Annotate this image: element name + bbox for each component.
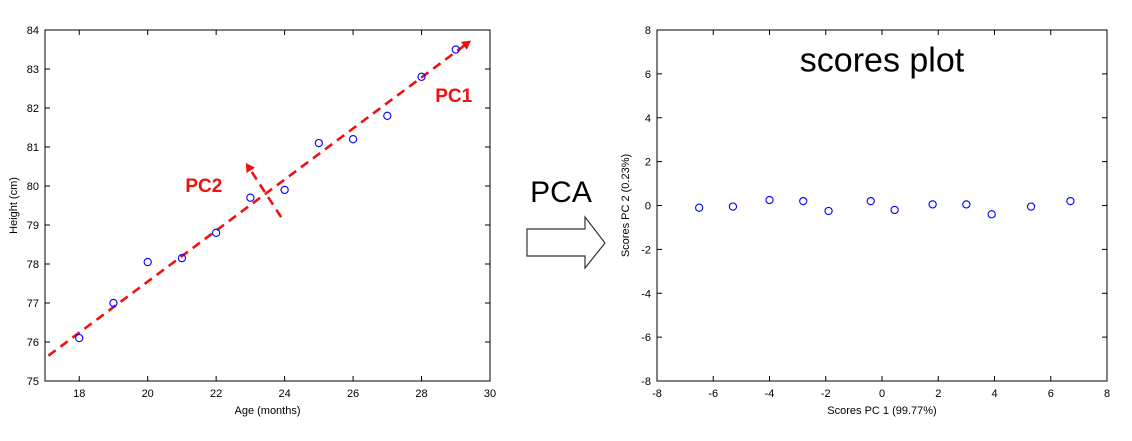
x-tick-label: 24	[278, 388, 290, 400]
chart-title: scores plot	[800, 42, 965, 80]
y-tick-label: -6	[641, 332, 651, 344]
data-point	[765, 195, 774, 205]
y-tick-label: 77	[27, 298, 39, 310]
x-tick-label: 26	[347, 388, 359, 400]
y-tick-label: -2	[641, 244, 651, 256]
data-point	[866, 196, 875, 206]
data-point	[314, 138, 323, 148]
data-point	[928, 200, 937, 209]
data-point	[75, 333, 84, 343]
data-point	[177, 253, 187, 263]
data-point	[987, 210, 996, 219]
data-point	[451, 45, 460, 54]
data-point	[348, 135, 358, 144]
y-tick-label: -8	[641, 376, 651, 388]
data-point	[1066, 196, 1075, 206]
x-axis-label: Age (months)	[234, 405, 300, 417]
y-axis-label: Scores PC 2 (0.23%)	[620, 154, 632, 257]
data-point	[280, 185, 289, 195]
data-point	[799, 196, 808, 206]
x-tick-label: 30	[484, 388, 496, 400]
x-tick-label: -6	[708, 388, 718, 400]
y-tick-label: 80	[27, 181, 39, 193]
x-tick-label: 28	[415, 388, 427, 400]
pca-transform: PCA	[526, 176, 606, 270]
x-tick-label: 4	[991, 388, 997, 400]
y-tick-label: 6	[645, 69, 651, 81]
data-point	[962, 200, 971, 209]
y-axis-label: Height (cm)	[8, 177, 20, 234]
data-point	[824, 206, 833, 216]
data-point	[109, 298, 118, 308]
y-tick-label: 0	[645, 201, 651, 213]
x-tick-label: 20	[142, 388, 154, 400]
y-tick-label: 84	[27, 25, 39, 37]
x-tick-label: -2	[821, 388, 831, 400]
x-tick-label: 22	[210, 388, 222, 400]
data-point	[695, 203, 704, 212]
data-point	[246, 193, 255, 202]
y-tick-label: 2	[645, 157, 651, 169]
y-tick-label: 79	[27, 220, 39, 232]
data-point	[417, 72, 426, 81]
y-tick-label: 8	[645, 25, 651, 37]
x-tick-label: -4	[765, 388, 775, 400]
x-tick-label: 0	[879, 388, 885, 400]
y-tick-label: 4	[645, 113, 651, 125]
x-axis-label: Scores PC 1 (99.77%)	[827, 405, 936, 417]
x-tick-label: 8	[1104, 388, 1110, 400]
right-arrow-icon	[526, 215, 606, 270]
pc2-label: PC2	[185, 176, 222, 197]
plot-frame	[44, 29, 491, 382]
y-tick-label: 76	[27, 337, 39, 349]
data-point	[212, 228, 221, 237]
data-point	[1026, 202, 1036, 211]
plot-frame	[656, 29, 1108, 382]
x-tick-label: -8	[652, 388, 662, 400]
pca-label: PCA	[530, 176, 592, 209]
x-tick-label: 6	[1048, 388, 1054, 400]
y-tick-label: 78	[27, 259, 39, 271]
x-tick-label: 18	[73, 388, 85, 400]
y-tick-label: 75	[27, 376, 39, 388]
data-point	[728, 202, 738, 211]
height-vs-age-chart: 18 20 22 24 26 28 30 75 76 77 78 79 80 81 82 83 84 Age (m…	[8, 25, 496, 417]
y-tick-label: -4	[641, 288, 651, 300]
pc1-arrow	[47, 40, 472, 357]
y-tick-label: 83	[27, 64, 39, 76]
y-tick-label: 81	[27, 142, 39, 154]
data-point	[383, 111, 392, 120]
data-point	[890, 205, 899, 215]
scores-plot-chart: -8 -6 -4 -2 0 2 4 6 8 -8 -6 -4 -2 0 2 4 6 8 Scores PC 1 (9…	[620, 25, 1110, 417]
x-tick-label: 2	[935, 388, 941, 400]
pc1-label: PC1	[435, 86, 472, 107]
data-point	[143, 257, 152, 267]
y-tick-label: 82	[27, 103, 39, 115]
pc2-arrow	[245, 162, 283, 218]
